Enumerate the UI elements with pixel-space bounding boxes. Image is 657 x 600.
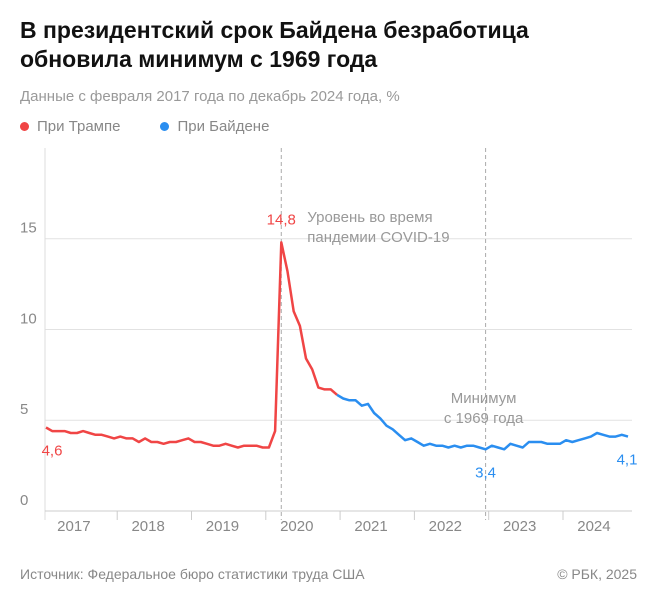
x-tick-label: 2023 [503, 518, 536, 535]
credit: © РБК, 2025 [557, 566, 637, 582]
y-tick-label: 15 [20, 220, 37, 237]
line [336, 393, 629, 451]
annotation: Минимум [451, 390, 517, 407]
line [45, 241, 338, 449]
x-tick-label: 2022 [429, 518, 462, 535]
chart-title: В президентский срок Байдена безработица… [20, 17, 529, 72]
legend-marker [160, 122, 170, 131]
x-tick-label: 2019 [206, 518, 239, 535]
legend-marker [20, 122, 29, 131]
legend-item: При Байдене [160, 118, 269, 135]
x-tick-label: 2024 [577, 518, 610, 535]
chart-subtitle: Данные с февраля 2017 года по декабрь 20… [20, 88, 400, 105]
legend-label: При Байдене [177, 118, 270, 135]
legend: При Трампе При Байдене [20, 118, 269, 135]
annotation: с 1969 года [444, 410, 524, 427]
value-label: 3,4 [475, 464, 496, 481]
source: Источник: Федеральное бюро статистики тр… [20, 566, 365, 582]
y-tick-label: 5 [20, 401, 28, 418]
y-tick-label: 10 [20, 310, 37, 327]
value-label: 14,8 [267, 211, 296, 228]
annotation: Уровень во время [307, 209, 432, 226]
annotation: пандемии COVID-19 [307, 229, 449, 246]
x-tick-label: 2017 [57, 518, 90, 535]
x-tick-label: 2018 [131, 518, 164, 535]
legend-item: При Трампе [20, 118, 120, 135]
x-tick-label: 2021 [354, 518, 387, 535]
value-label: 4,6 [42, 442, 63, 459]
value-label: 4,1 [617, 452, 638, 469]
x-tick-label: 2020 [280, 518, 313, 535]
y-tick-label: 0 [20, 492, 28, 509]
legend-label: При Трампе [37, 118, 121, 135]
